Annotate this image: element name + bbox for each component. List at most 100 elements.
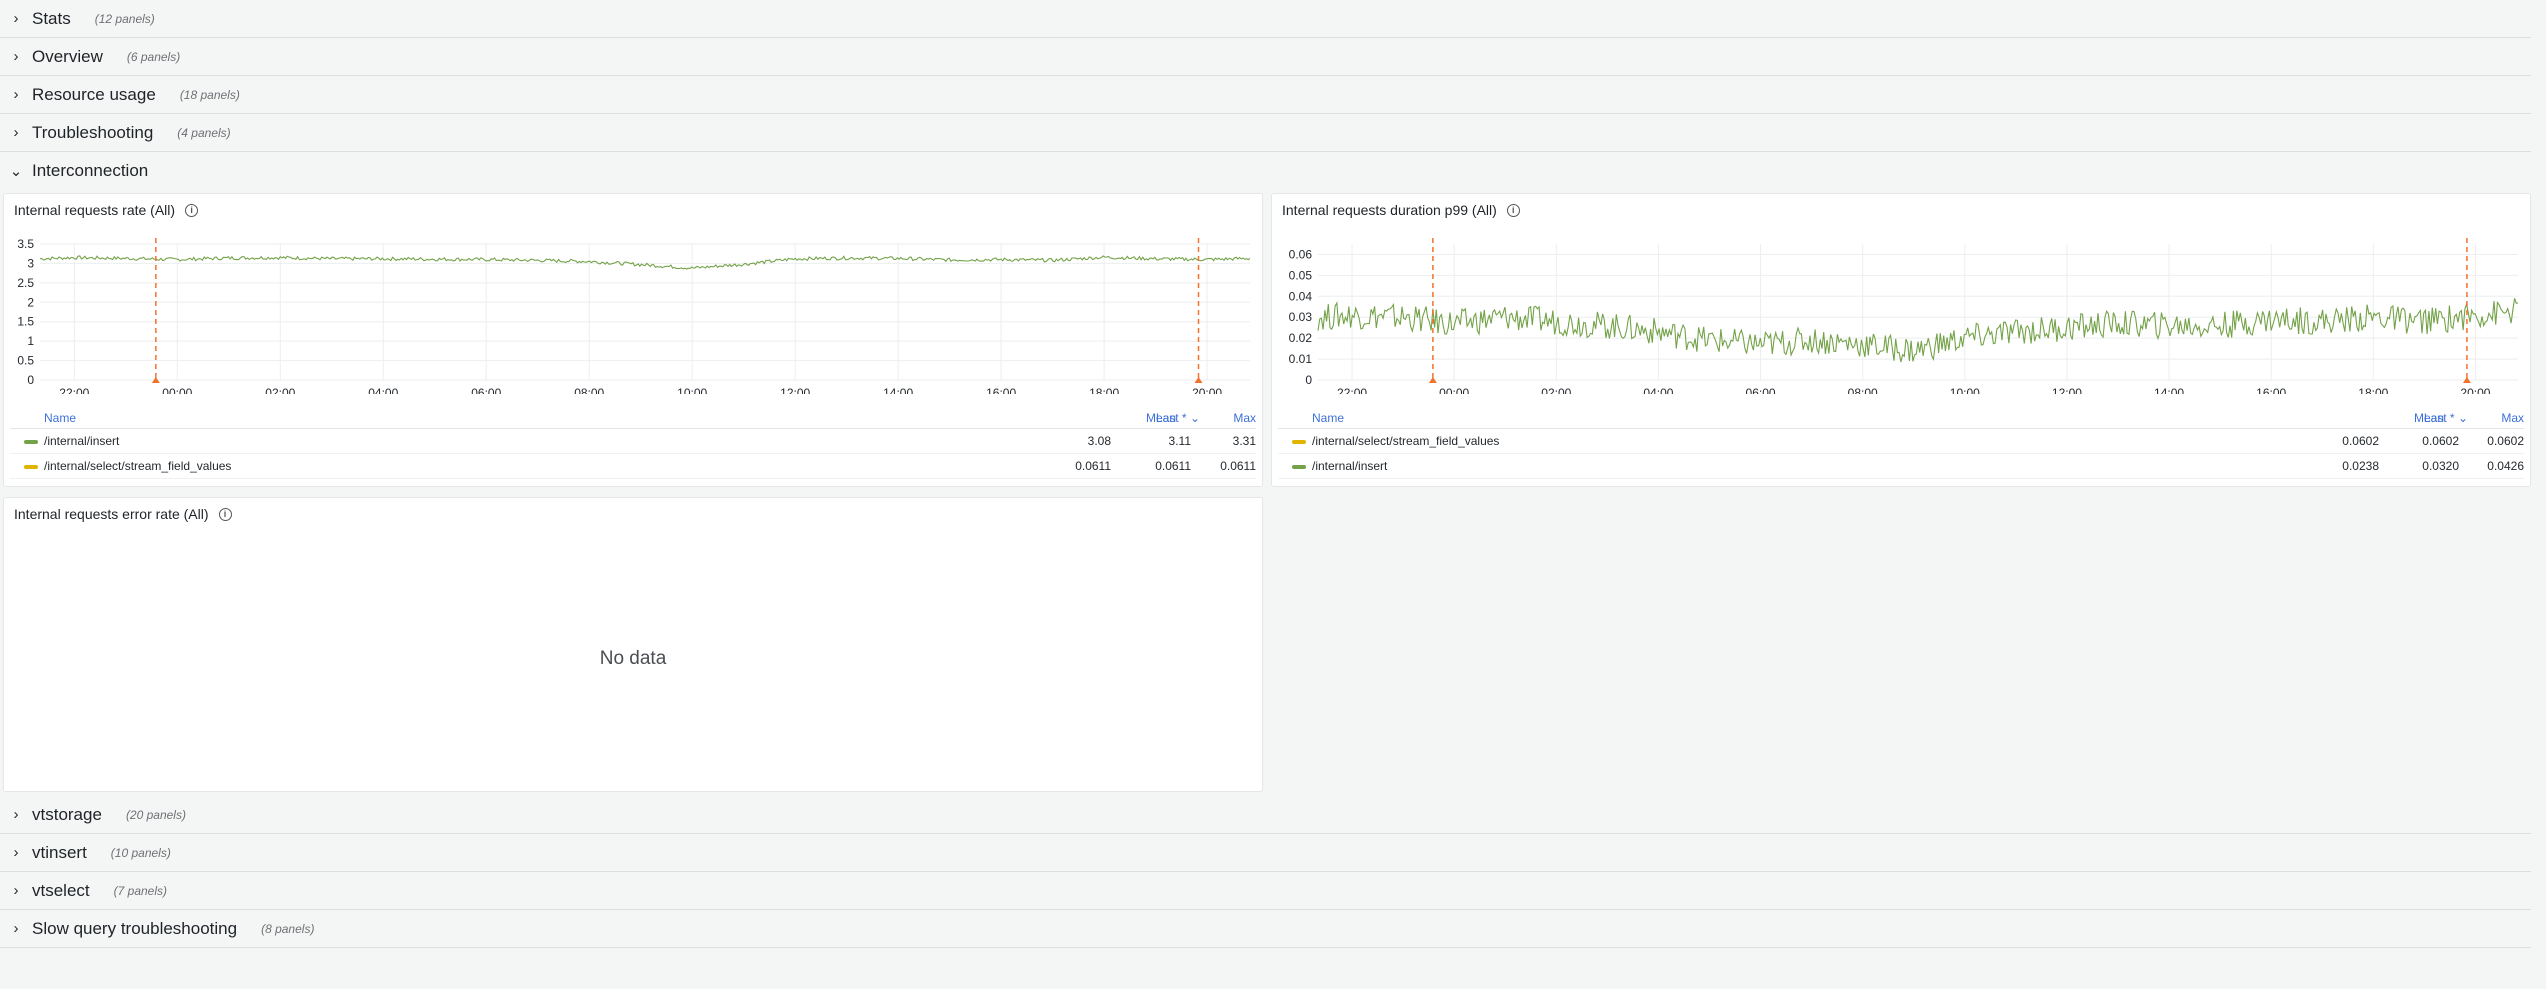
y-tick-label: 3 <box>27 256 34 270</box>
legend-max: 3.31 <box>1232 434 1256 448</box>
annotation-marker <box>151 377 160 383</box>
panel-internal-requests-rate[interactable]: Internal requests rate (All) i 0 0.5 1 1.5 2… <box>3 193 1263 487</box>
series-line <box>1317 298 2519 363</box>
no-data-message: No data <box>599 648 667 669</box>
row-title: Resource usage <box>32 84 156 104</box>
legend-last: 0.0611 <box>1155 459 1191 473</box>
chevron-right-icon[interactable]: › <box>13 920 19 937</box>
legend-max: 0.0611 <box>1220 459 1256 473</box>
x-tick-label: 04:00 <box>368 386 398 394</box>
series-color-swatch <box>1292 440 1306 444</box>
chevron-right-icon[interactable]: › <box>13 86 19 103</box>
legend-row[interactable]: /internal/select/stream_field_values 0.0… <box>10 454 1256 479</box>
legend-mean: 0.0602 <box>2342 434 2379 448</box>
row-overview[interactable]: › Overview (6 panels) <box>0 38 2531 76</box>
x-tick-label: 10:00 <box>677 386 707 394</box>
row-title: vtselect <box>32 880 90 900</box>
legend-header: Name Mean Last * ⌄ Max <box>1278 408 2524 429</box>
x-tick-label: 06:00 <box>1746 386 1776 394</box>
x-tick-label: 14:00 <box>2154 386 2184 394</box>
row-panel-count: (20 panels) <box>125 807 186 822</box>
row-vtinsert[interactable]: › vtinsert (10 panels) <box>0 834 2531 872</box>
legend-series-name: /internal/insert <box>1312 459 1388 473</box>
row-vtstorage[interactable]: › vtstorage (20 panels) <box>0 796 2531 834</box>
chart-internal-requests-rate[interactable]: 0 0.5 1 1.5 2 2.5 3 3.5 22:00 00:00 02:00 04:00 06:0… <box>4 234 1262 394</box>
row-title: Troubleshooting <box>32 122 154 142</box>
series-color-swatch <box>24 440 38 444</box>
x-tick-label: 12:00 <box>780 386 810 394</box>
row-troubleshooting[interactable]: › Troubleshooting (4 panels) <box>0 114 2531 152</box>
row-panel-count: (4 panels) <box>177 125 231 140</box>
legend-table: Name Mean Last * ⌄ Max /internal/select/… <box>1278 408 2524 479</box>
x-tick-label: 02:00 <box>265 386 295 394</box>
sort-desc-icon: ⌄ <box>2457 411 2468 425</box>
y-tick-label: 0.05 <box>1289 268 1313 282</box>
series-line <box>39 255 1251 270</box>
row-stats[interactable]: › Stats (12 panels) <box>0 0 2531 38</box>
x-tick-label: 08:00 <box>574 386 604 394</box>
series-color-swatch <box>1292 465 1306 469</box>
sort-desc-icon: ⌄ <box>1189 411 1200 425</box>
y-tick-label: 1.5 <box>17 315 34 329</box>
y-tick-label: 0.06 <box>1289 247 1313 261</box>
chevron-down-icon[interactable]: ⌄ <box>9 162 23 180</box>
series-color-swatch <box>24 465 38 469</box>
chevron-right-icon[interactable]: › <box>13 10 19 27</box>
chevron-right-icon[interactable]: › <box>13 806 19 823</box>
annotation-marker <box>2462 377 2471 383</box>
legend-col-max[interactable]: Max <box>1233 411 1256 425</box>
row-resource-usage[interactable]: › Resource usage (18 panels) <box>0 76 2531 114</box>
row-title: vtstorage <box>32 804 102 824</box>
legend-row[interactable]: /internal/insert 3.08 3.11 3.31 <box>10 429 1256 454</box>
legend-last: 3.11 <box>1168 434 1191 448</box>
y-tick-label: 1 <box>27 334 34 348</box>
panel-internal-requests-duration-p99[interactable]: Internal requests duration p99 (All) i 0… <box>1271 193 2531 487</box>
panel-header: Internal requests rate (All) i <box>14 202 199 218</box>
legend-col-last[interactable]: Last * ⌄ <box>2423 411 2468 425</box>
y-tick-label: 2 <box>27 295 34 309</box>
legend-max: 0.0426 <box>2487 459 2524 473</box>
chevron-right-icon[interactable]: › <box>13 882 19 899</box>
legend-row[interactable]: /internal/insert 0.0238 0.0320 0.0426 <box>1278 454 2524 479</box>
chevron-right-icon[interactable]: › <box>13 124 19 141</box>
legend-col-mean[interactable]: Mean <box>2413 411 2444 425</box>
row-interconnection[interactable]: ⌄ Interconnection <box>0 152 2531 189</box>
y-tick-label: 2.5 <box>17 276 34 290</box>
info-icon[interactable]: i <box>1506 203 1520 217</box>
x-tick-label: 02:00 <box>1541 386 1571 394</box>
y-tick-label: 0.04 <box>1289 289 1313 303</box>
row-vtselect[interactable]: › vtselect (7 panels) <box>0 872 2531 910</box>
row-title: Stats <box>32 8 71 28</box>
panel-header: Internal requests duration p99 (All) i <box>1282 202 1520 218</box>
chart-internal-requests-duration[interactable]: 0 0.01 0.02 0.03 0.04 0.05 0.06 22:00 00:00 02:00… <box>1272 234 2530 394</box>
legend-mean: 0.0611 <box>1075 459 1111 473</box>
legend-col-max[interactable]: Max <box>2501 411 2524 425</box>
y-tick-label: 0.02 <box>1289 331 1313 345</box>
y-tick-label: 0.01 <box>1289 352 1313 366</box>
chevron-right-icon[interactable]: › <box>13 844 19 861</box>
x-tick-label: 22:00 <box>59 386 89 394</box>
row-panel-count: (18 panels) <box>179 87 240 102</box>
info-icon[interactable]: i <box>218 507 232 521</box>
x-tick-label: 18:00 <box>1089 386 1119 394</box>
annotation-marker <box>1428 377 1437 383</box>
legend-col-name[interactable]: Name <box>44 411 77 425</box>
y-tick-label: 0 <box>27 373 34 387</box>
info-icon[interactable]: i <box>185 203 199 217</box>
row-panel-count: (6 panels) <box>126 49 181 64</box>
legend-col-last[interactable]: Last * ⌄ <box>1155 411 1200 425</box>
legend-row[interactable]: /internal/select/stream_field_values 0.0… <box>1278 429 2524 454</box>
x-tick-label: 18:00 <box>2358 386 2388 394</box>
row-title: vtinsert <box>32 842 87 862</box>
row-slow-query-troubleshooting[interactable]: › Slow query troubleshooting (8 panels) <box>0 910 2531 948</box>
y-tick-label: 3.5 <box>17 237 34 251</box>
legend-col-mean[interactable]: Mean <box>1145 411 1176 425</box>
y-tick-label: 0.5 <box>17 354 34 368</box>
x-tick-label: 06:00 <box>471 386 501 394</box>
panel-title: Internal requests duration p99 (All) <box>1282 202 1497 218</box>
x-tick-label: 14:00 <box>883 386 913 394</box>
chevron-right-icon[interactable]: › <box>13 48 19 65</box>
legend-col-name[interactable]: Name <box>1312 411 1345 425</box>
legend-series-name: /internal/select/stream_field_values <box>1312 434 1500 448</box>
panel-internal-requests-error-rate[interactable]: Internal requests error rate (All) i No … <box>3 497 1263 792</box>
